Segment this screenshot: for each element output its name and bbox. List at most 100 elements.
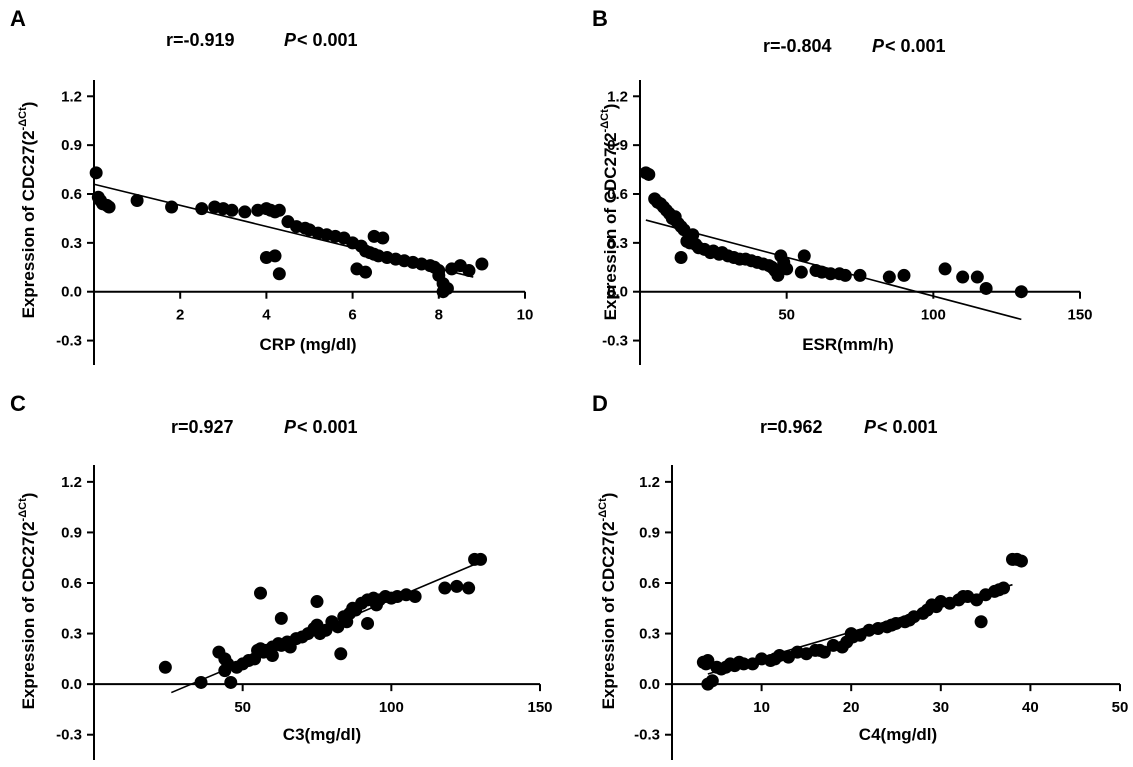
data-point bbox=[340, 615, 354, 629]
data-point bbox=[885, 618, 899, 632]
x-axis-title: CRP (mg/dl) bbox=[260, 335, 357, 354]
x-tick-label: 40 bbox=[1022, 699, 1039, 716]
y-tick-label: 0.0 bbox=[639, 676, 660, 693]
panel-a: A r=-0.919 P < 0.001 CRP (mg/dl) Express… bbox=[10, 6, 533, 365]
x-tick-label: 100 bbox=[379, 699, 404, 716]
y-tick-label: 0.0 bbox=[607, 284, 628, 301]
data-point bbox=[475, 257, 489, 271]
data-point bbox=[737, 657, 751, 671]
panel-c: C r=0.927 P < 0.001 C3(mg/dl) Expression… bbox=[10, 391, 553, 760]
y-tick-label: 1.2 bbox=[61, 88, 82, 105]
data-point bbox=[165, 200, 179, 214]
y-tick-label: 0.0 bbox=[61, 676, 82, 693]
y-tick-label: 0.0 bbox=[61, 284, 82, 301]
x-tick-label: 50 bbox=[778, 307, 795, 324]
data-point bbox=[369, 598, 383, 612]
data-point bbox=[974, 615, 988, 629]
p-value: < 0.001 bbox=[297, 417, 358, 437]
data-point bbox=[902, 613, 916, 627]
x-tick-label: 8 bbox=[435, 307, 443, 324]
y-tick-label: 0.3 bbox=[61, 626, 82, 643]
y-tick-label: 0.3 bbox=[607, 235, 628, 252]
y-tick-label: 1.2 bbox=[607, 88, 628, 105]
data-point bbox=[254, 586, 268, 600]
y-axis-title: Expression of CDC27(2-ΔCt) bbox=[599, 104, 620, 321]
panel-letter: A bbox=[10, 6, 26, 31]
y-tick-label: 1.2 bbox=[639, 474, 660, 491]
data-point bbox=[768, 652, 782, 666]
y-tick-label: 0.3 bbox=[61, 235, 82, 252]
p-value: < 0.001 bbox=[885, 36, 946, 56]
y-tick-label: -0.3 bbox=[602, 333, 628, 350]
x-axis-title: ESR(mm/h) bbox=[802, 335, 894, 354]
y-axis-title: Expression of CDC27(2-ΔCt) bbox=[597, 493, 618, 710]
data-point bbox=[438, 581, 452, 595]
data-point bbox=[642, 167, 656, 181]
data-point bbox=[195, 202, 209, 216]
y-axis-title: Expression of CDC27(2-ΔCt) bbox=[17, 493, 38, 710]
y-tick-label: -0.3 bbox=[634, 727, 660, 744]
data-point bbox=[102, 200, 116, 214]
data-point bbox=[897, 268, 911, 282]
y-tick-label: 0.3 bbox=[639, 626, 660, 643]
y-tick-label: 0.6 bbox=[61, 186, 82, 203]
data-point bbox=[794, 265, 808, 279]
x-tick-label: 150 bbox=[527, 699, 552, 716]
data-point bbox=[701, 654, 715, 668]
panel-letter: C bbox=[10, 391, 26, 416]
p-symbol: P bbox=[872, 36, 885, 56]
y-tick-label: 0.6 bbox=[607, 186, 628, 203]
data-point bbox=[780, 262, 794, 276]
data-point bbox=[680, 234, 694, 248]
data-point bbox=[956, 270, 970, 284]
data-point bbox=[432, 264, 446, 278]
data-point bbox=[436, 285, 450, 299]
x-tick-label: 50 bbox=[234, 699, 251, 716]
data-point bbox=[268, 249, 282, 263]
r-statistic: r=-0.919 bbox=[166, 30, 235, 50]
data-point bbox=[674, 251, 688, 265]
data-point bbox=[274, 611, 288, 625]
y-tick-label: 0.6 bbox=[639, 575, 660, 592]
data-point bbox=[225, 203, 239, 217]
x-tick-label: 4 bbox=[262, 307, 271, 324]
data-point bbox=[367, 229, 381, 243]
p-value: < 0.001 bbox=[297, 30, 358, 50]
data-point bbox=[334, 647, 348, 661]
data-point bbox=[1014, 285, 1028, 299]
data-point bbox=[130, 194, 144, 208]
x-tick-label: 150 bbox=[1067, 307, 1092, 324]
data-point bbox=[359, 265, 373, 279]
data-point bbox=[218, 664, 232, 678]
data-point bbox=[938, 262, 952, 276]
y-tick-label: -0.3 bbox=[56, 727, 82, 744]
r-statistic: r=-0.804 bbox=[763, 36, 832, 56]
p-symbol: P bbox=[284, 30, 297, 50]
r-statistic: r=0.962 bbox=[760, 417, 823, 437]
y-tick-label: 0.9 bbox=[61, 524, 82, 541]
x-tick-label: 20 bbox=[843, 699, 860, 716]
x-axis-title: C3(mg/dl) bbox=[283, 725, 361, 744]
data-point bbox=[882, 270, 896, 284]
data-point bbox=[929, 600, 943, 614]
data-point bbox=[853, 268, 867, 282]
data-point bbox=[979, 281, 993, 295]
x-tick-label: 30 bbox=[932, 699, 949, 716]
data-point bbox=[224, 675, 238, 689]
y-tick-label: 0.9 bbox=[61, 137, 82, 154]
data-point bbox=[238, 205, 252, 219]
data-point bbox=[462, 581, 476, 595]
x-tick-label: 10 bbox=[753, 699, 770, 716]
data-point bbox=[158, 660, 172, 674]
x-tick-label: 6 bbox=[348, 307, 356, 324]
p-symbol: P bbox=[864, 417, 877, 437]
data-point bbox=[265, 648, 279, 662]
y-tick-label: -0.3 bbox=[56, 333, 82, 350]
p-value: < 0.001 bbox=[877, 417, 938, 437]
data-point bbox=[272, 203, 286, 217]
data-point bbox=[970, 270, 984, 284]
x-tick-label: 10 bbox=[517, 307, 534, 324]
panel-letter: B bbox=[592, 6, 608, 31]
panel-d: D r=0.962 P < 0.001 C4(mg/dl) Expression… bbox=[592, 391, 1128, 760]
x-tick-label: 100 bbox=[921, 307, 946, 324]
